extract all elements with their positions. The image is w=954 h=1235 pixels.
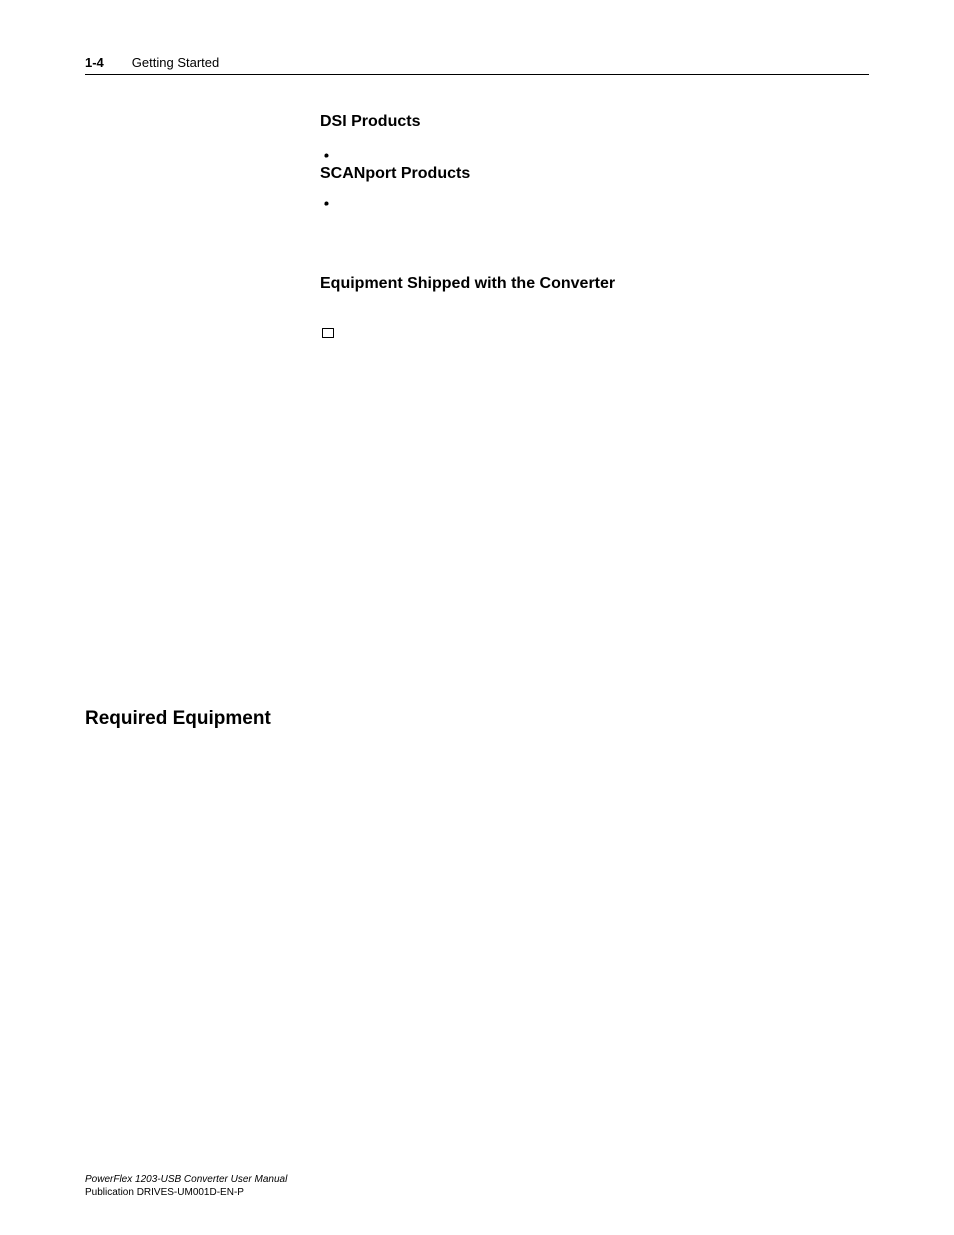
page: 1-4 Getting Started Required Equipment D… <box>0 0 954 1235</box>
page-number: 1-4 <box>85 55 104 70</box>
dsi-heading: DSI Products <box>320 113 869 131</box>
required-equipment-heading: Required Equipment <box>85 708 320 730</box>
required-equipment-block: Equipment Shipped with the Converter <box>320 223 869 293</box>
content-area: Required Equipment DSI Products SCANport… <box>85 113 869 730</box>
left-column: Required Equipment <box>85 113 320 730</box>
page-header: 1-4 Getting Started <box>85 55 869 75</box>
chapter-title: Getting Started <box>132 55 219 70</box>
footer-line1: PowerFlex 1203-USB Converter User Manual <box>85 1173 287 1186</box>
equipment-shipped-heading: Equipment Shipped with the Converter <box>320 275 869 293</box>
right-column: DSI Products SCANport Products <box>320 113 869 730</box>
scanport-heading: SCANport Products <box>320 165 869 183</box>
checkbox-icon <box>322 328 334 338</box>
footer-line2: Publication DRIVES-UM001D-EN-P <box>85 1186 287 1199</box>
page-footer: PowerFlex 1203-USB Converter User Manual… <box>85 1173 287 1199</box>
